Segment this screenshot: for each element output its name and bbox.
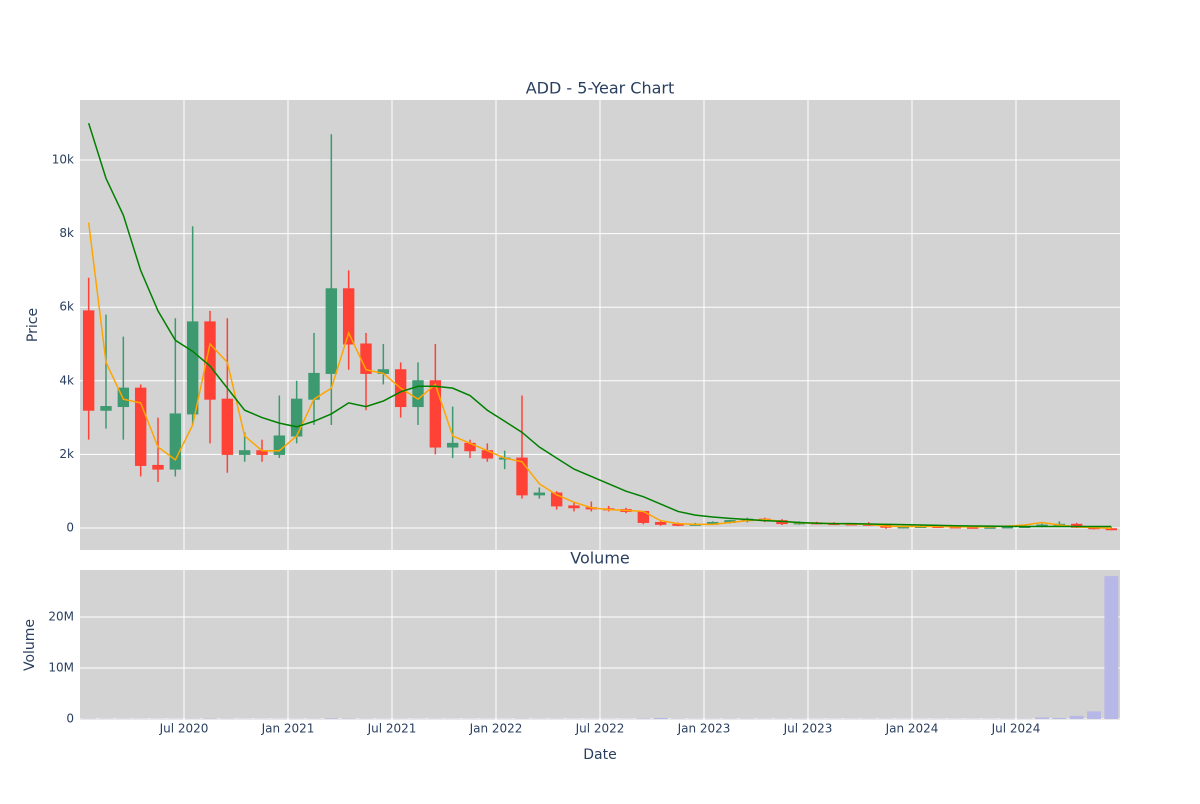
- x-tick-label: Jan 2024: [885, 722, 939, 736]
- x-tick-label: Jan 2021: [261, 722, 315, 736]
- y-tick-label: 4k: [59, 373, 74, 387]
- volume-bar: [654, 718, 668, 719]
- chart-title: ADD - 5-Year Chart: [526, 79, 675, 98]
- candle-body: [153, 465, 163, 469]
- candle-body: [413, 381, 423, 407]
- volume-bar: [1104, 576, 1118, 719]
- candle-body: [274, 436, 284, 454]
- candle-body: [343, 289, 353, 344]
- candle-body: [135, 388, 145, 465]
- y-axis-label: Volume: [22, 619, 38, 671]
- y-tick-label: 20M: [48, 609, 74, 623]
- y-tick-label: 10k: [52, 152, 74, 166]
- candle-body: [517, 458, 527, 495]
- candle-body: [187, 322, 197, 414]
- candle-body: [83, 311, 93, 410]
- candle-body: [447, 443, 457, 447]
- x-tick-label: Jul 2024: [991, 722, 1041, 736]
- volume-bar: [324, 718, 338, 719]
- y-tick-label: 6k: [59, 300, 74, 314]
- x-tick-label: Jul 2023: [783, 722, 833, 736]
- volume-bar: [1087, 711, 1101, 719]
- volume-bar: [1070, 716, 1084, 719]
- x-tick-label: Jan 2022: [469, 722, 523, 736]
- x-tick-label: Jan 2023: [677, 722, 731, 736]
- candle-body: [326, 289, 336, 374]
- volume-bar: [1035, 717, 1049, 719]
- volume-bar: [1052, 718, 1066, 719]
- y-tick-label: 8k: [59, 226, 74, 240]
- volume-title: Volume: [570, 549, 630, 568]
- candle-body: [101, 407, 111, 411]
- x-tick-label: Jul 2020: [159, 722, 209, 736]
- x-tick-label: Jul 2022: [575, 722, 625, 736]
- y-tick-label: 0: [66, 520, 74, 534]
- candle-body: [569, 506, 579, 508]
- y-tick-label: 0: [66, 711, 74, 725]
- y-tick-label: 10M: [48, 660, 74, 674]
- candle-body: [291, 399, 301, 436]
- candle-body: [430, 381, 440, 447]
- x-tick-label: Jul 2021: [367, 722, 417, 736]
- candle-body: [655, 522, 665, 524]
- candle-body: [534, 493, 544, 495]
- candle-body: [222, 399, 232, 454]
- y-tick-label: 2k: [59, 447, 74, 461]
- candle-body: [239, 451, 249, 455]
- x-axis-label: Date: [583, 747, 616, 763]
- candle-body: [309, 373, 319, 399]
- y-axis-label: Price: [25, 308, 41, 342]
